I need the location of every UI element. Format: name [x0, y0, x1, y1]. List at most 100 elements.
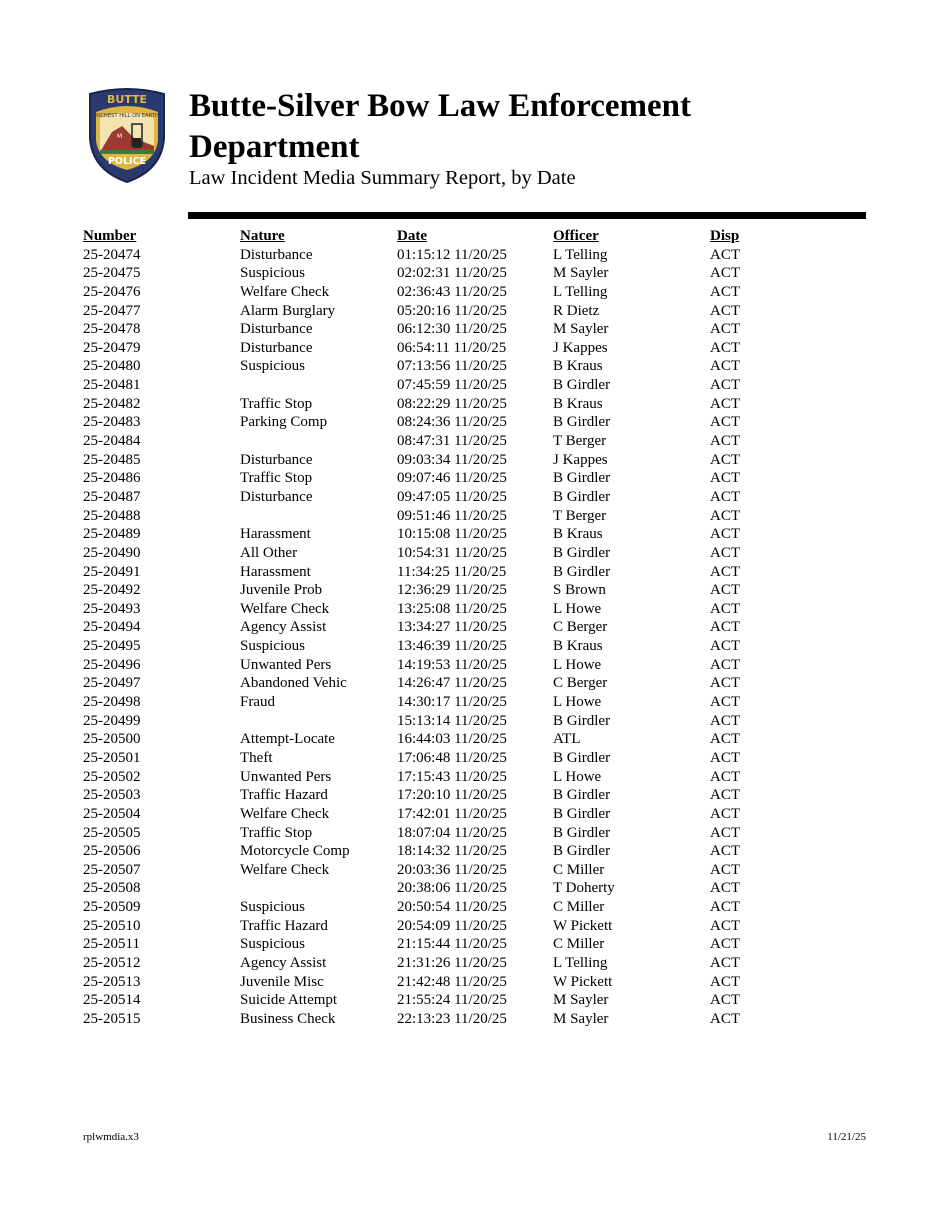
cell-date: 20:38:06 11/20/25	[397, 880, 507, 897]
cell-number: 25-20490	[83, 544, 141, 561]
cell-nature: Traffic Stop	[240, 470, 313, 487]
cell-number: 25-20509	[83, 899, 141, 916]
cell-nature: Motorcycle Comp	[240, 843, 350, 860]
cell-officer: B Girdler	[553, 805, 611, 822]
cell-officer: B Kraus	[553, 638, 603, 655]
cell-date: 21:31:26 11/20/25	[397, 954, 507, 971]
cell-disp: ACT	[710, 507, 740, 524]
table-row: 25-20489 Harassment 10:15:08 11/20/25 B Kra…	[83, 525, 883, 544]
cell-disp: ACT	[710, 414, 740, 431]
table-row: 25-20476 Welfare Check 02:36:43 11/20/25 L …	[83, 283, 883, 302]
table-row: 25-20508 20:38:06 11/20/25 T Doherty ACT	[83, 879, 883, 898]
column-header-disp: Disp	[710, 228, 740, 244]
table-row: 25-20478 Disturbance 06:12:30 11/20/25 M Sa…	[83, 320, 883, 339]
cell-number: 25-20476	[83, 283, 141, 300]
table-row: 25-20487 Disturbance 09:47:05 11/20/25 B Gi…	[83, 488, 883, 507]
cell-number: 25-20499	[83, 712, 141, 729]
cell-officer: T Berger	[553, 433, 607, 450]
table-row: 25-20495 Suspicious 13:46:39 11/20/25 B Kra…	[83, 637, 883, 656]
cell-nature: Alarm Burglary	[240, 302, 336, 319]
cell-date: 12:36:29 11/20/25	[397, 582, 507, 599]
cell-number: 25-20482	[83, 395, 141, 412]
cell-date: 10:54:31 11/20/25	[397, 544, 507, 561]
cell-date: 18:07:04 11/20/25	[397, 824, 507, 841]
cell-date: 20:50:54 11/20/25	[397, 899, 507, 916]
cell-nature: Suspicious	[240, 358, 306, 375]
cell-disp: ACT	[710, 768, 740, 785]
cell-number: 25-20496	[83, 656, 141, 673]
cell-date: 02:02:31 11/20/25	[397, 265, 507, 282]
cell-disp: ACT	[710, 824, 740, 841]
cell-date: 11:34:25 11/20/25	[397, 563, 507, 580]
cell-officer: B Girdler	[553, 843, 611, 860]
cell-number: 25-20493	[83, 600, 141, 617]
cell-number: 25-20512	[83, 954, 141, 971]
table-row: 25-20494 Agency Assist 13:34:27 11/20/25 C …	[83, 618, 883, 637]
report-code: rplwmdia.x3	[83, 1131, 139, 1143]
cell-number: 25-20506	[83, 843, 141, 860]
cell-nature: Juvenile Prob	[240, 582, 323, 599]
cell-date: 08:24:36 11/20/25	[397, 414, 507, 431]
cell-date: 09:51:46 11/20/25	[397, 507, 507, 524]
table-row: 25-20498 Fraud 14:30:17 11/20/25 L Howe ACT	[83, 693, 883, 712]
column-header-number: Number	[83, 228, 137, 244]
cell-date: 05:20:16 11/20/25	[397, 302, 507, 319]
cell-nature: Disturbance	[240, 246, 313, 263]
table-row: 25-20491 Harassment 11:34:25 11/20/25 B Gir…	[83, 563, 883, 582]
table-row: 25-20504 Welfare Check 17:42:01 11/20/25 B …	[83, 805, 883, 824]
cell-officer: L Howe	[553, 768, 602, 785]
cell-officer: L Telling	[553, 283, 608, 300]
cell-disp: ACT	[710, 936, 740, 953]
cell-officer: C Miller	[553, 861, 605, 878]
cell-officer: ATL	[553, 731, 581, 748]
cell-disp: ACT	[710, 861, 740, 878]
cell-date: 14:30:17 11/20/25	[397, 694, 507, 711]
cell-date: 17:20:10 11/20/25	[397, 787, 507, 804]
cell-date: 21:15:44 11/20/25	[397, 936, 507, 953]
cell-disp: ACT	[710, 805, 740, 822]
cell-number: 25-20495	[83, 638, 141, 655]
cell-nature: Traffic Hazard	[240, 787, 328, 804]
cell-nature: Welfare Check	[240, 805, 330, 822]
cell-disp: ACT	[710, 973, 740, 990]
cell-officer: B Girdler	[553, 712, 611, 729]
table-row: 25-20501 Theft 17:06:48 11/20/25 B Girdler A…	[83, 749, 883, 768]
cell-nature: Suspicious	[240, 899, 306, 916]
table-header-row: Number Nature Date Officer Disp	[83, 227, 883, 246]
table-row: 25-20500 Attempt-Locate 16:44:03 11/20/25 A…	[83, 730, 883, 749]
cell-date: 07:13:56 11/20/25	[397, 358, 507, 375]
cell-date: 02:36:43 11/20/25	[397, 283, 507, 300]
cell-number: 25-20504	[83, 805, 141, 822]
cell-number: 25-20503	[83, 787, 141, 804]
cell-date: 06:54:11 11/20/25	[397, 339, 507, 356]
cell-nature: Agency Assist	[240, 954, 327, 971]
table-row: 25-20497 Abandoned Vehic 14:26:47 11/20/25…	[83, 674, 883, 693]
table-row: 25-20479 Disturbance 06:54:11 11/20/25 J Ka…	[83, 339, 883, 358]
table-row: 25-20486 Traffic Stop 09:07:46 11/20/25 B G…	[83, 469, 883, 488]
table-row: 25-20510 Traffic Hazard 20:54:09 11/20/25 W…	[83, 917, 883, 936]
cell-nature: Traffic Stop	[240, 824, 313, 841]
cell-date: 08:22:29 11/20/25	[397, 395, 507, 412]
cell-officer: M Sayler	[553, 321, 609, 338]
cell-number: 25-20483	[83, 414, 141, 431]
cell-disp: ACT	[710, 712, 740, 729]
cell-officer: B Kraus	[553, 358, 603, 375]
cell-disp: ACT	[710, 992, 740, 1009]
cell-date: 14:19:53 11/20/25	[397, 656, 507, 673]
cell-number: 25-20514	[83, 992, 141, 1009]
cell-number: 25-20502	[83, 768, 141, 785]
cell-number: 25-20481	[83, 377, 141, 394]
cell-nature: Disturbance	[240, 321, 313, 338]
table-row: 25-20499 15:13:14 11/20/25 B Girdler ACT	[83, 712, 883, 731]
cell-disp: ACT	[710, 265, 740, 282]
cell-officer: B Girdler	[553, 749, 611, 766]
table-row: 25-20515 Business Check 22:13:23 11/20/25 M…	[83, 1010, 883, 1029]
cell-number: 25-20486	[83, 470, 141, 487]
cell-date: 18:14:32 11/20/25	[397, 843, 507, 860]
cell-number: 25-20494	[83, 619, 141, 636]
cell-disp: ACT	[710, 1010, 740, 1027]
cell-officer: R Dietz	[553, 302, 600, 319]
cell-number: 25-20510	[83, 917, 141, 934]
cell-disp: ACT	[710, 470, 740, 487]
cell-number: 25-20478	[83, 321, 141, 338]
